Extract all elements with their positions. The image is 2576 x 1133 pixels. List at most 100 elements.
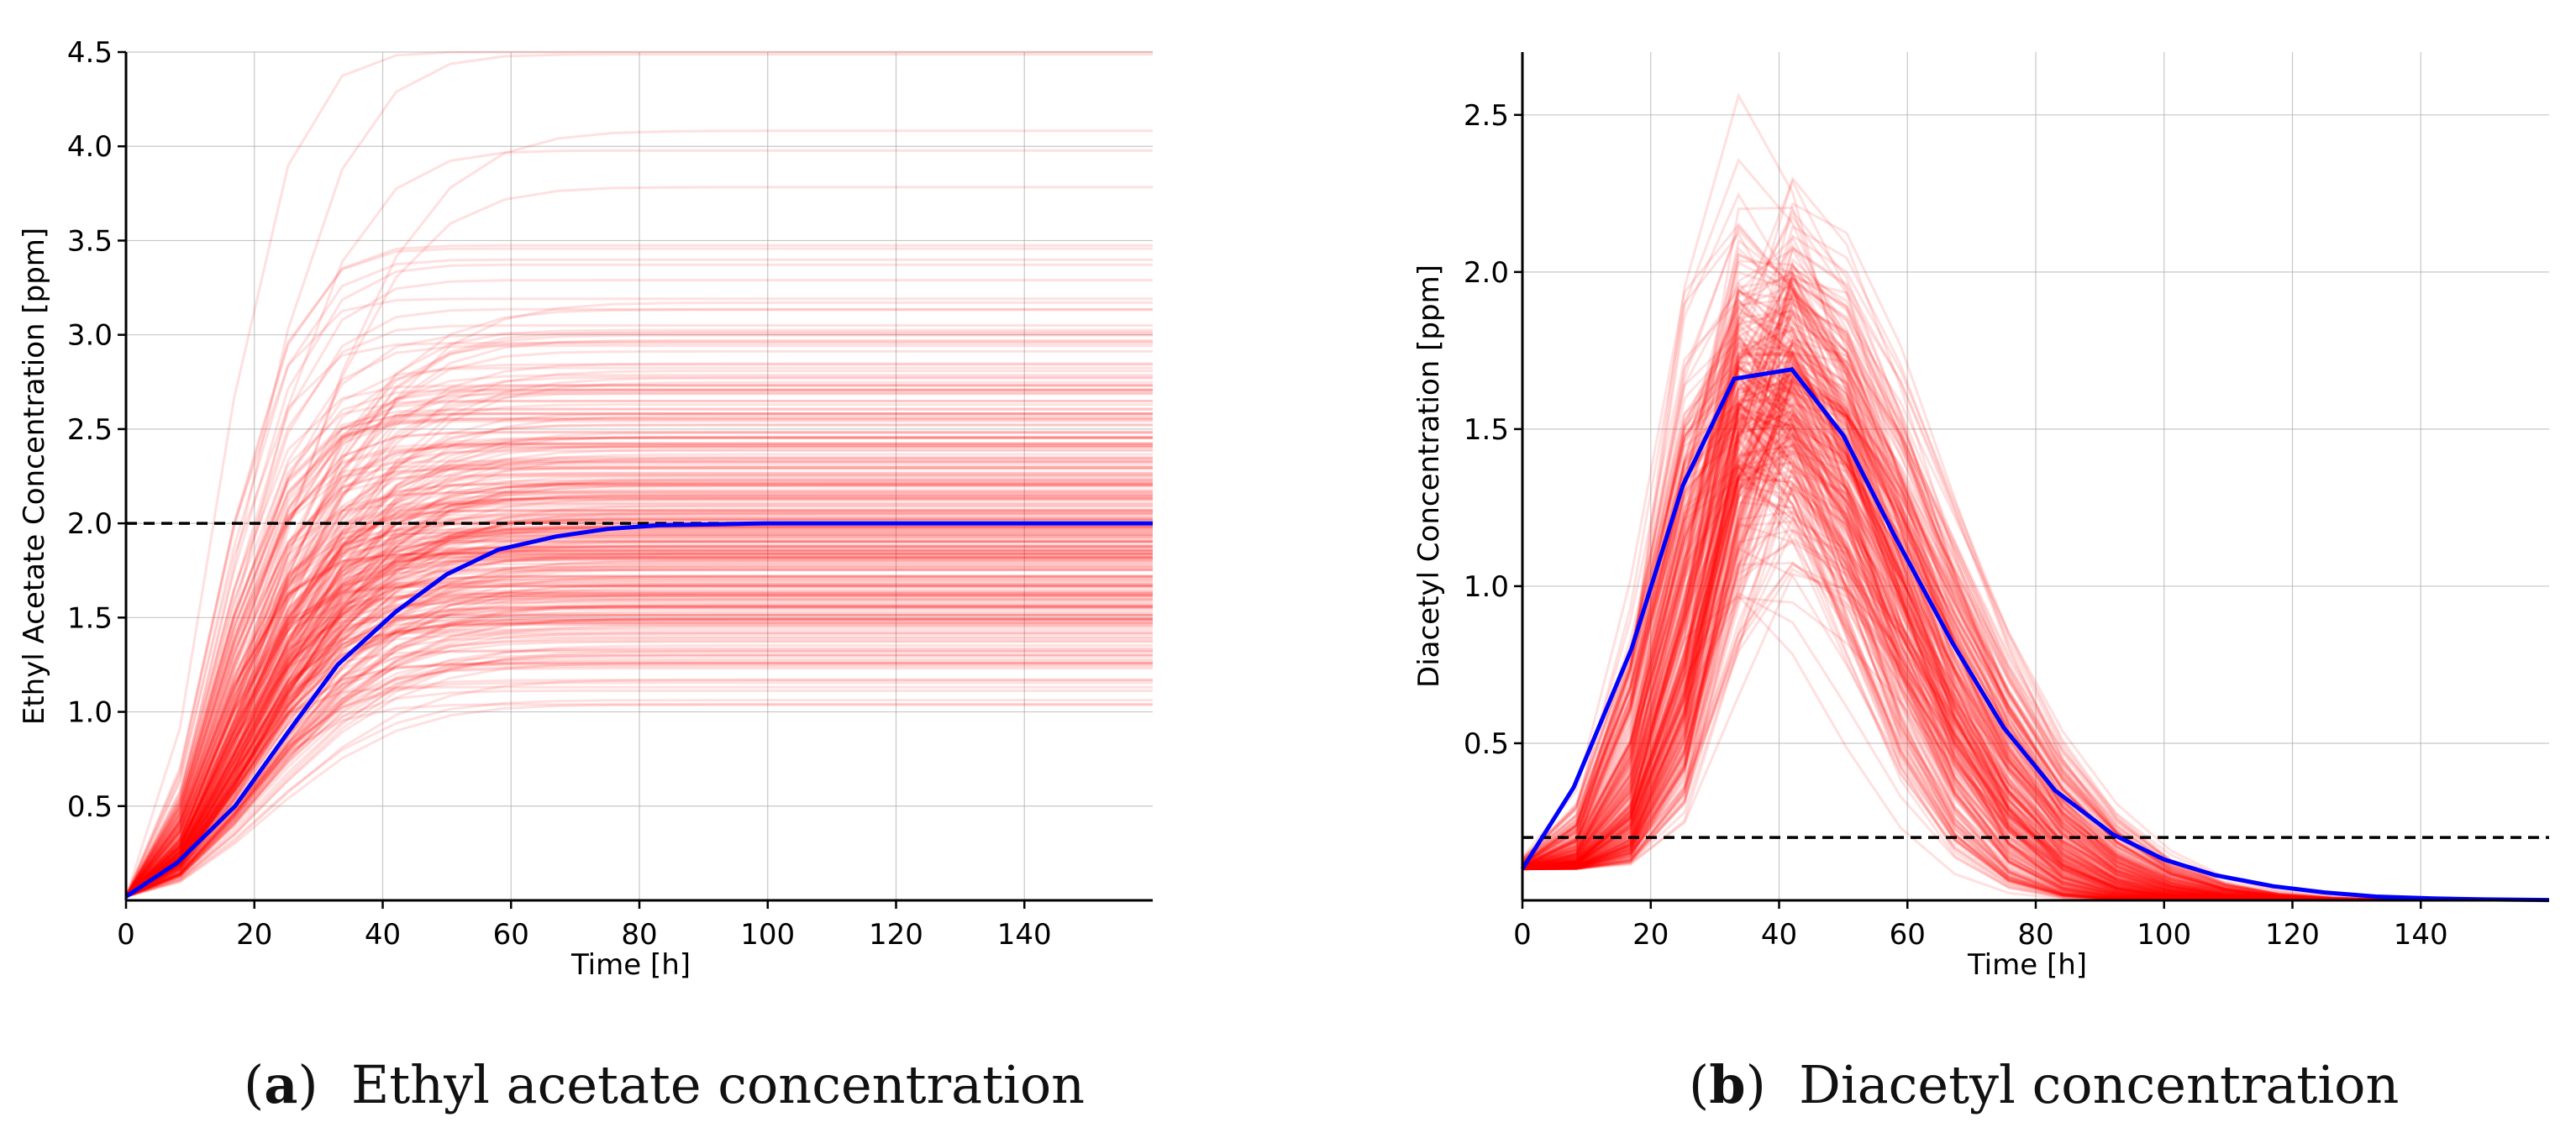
y-tick-label: 2.0 (67, 507, 113, 541)
ensemble-line (125, 477, 1153, 898)
ensemble-line (124, 601, 1153, 898)
ensemble-line (124, 324, 1153, 898)
ensemble-line (124, 279, 1153, 898)
ensemble-line (124, 496, 1153, 898)
ensemble-line (124, 445, 1153, 898)
ensemble-line (124, 403, 1153, 898)
ensemble-line (124, 548, 1153, 898)
ensemble-line (125, 338, 1153, 898)
ensemble-line (125, 370, 1153, 898)
ensemble-line (125, 512, 1153, 898)
ensemble-line (125, 536, 1153, 898)
ensemble-line (125, 569, 1153, 898)
ensemble-line (125, 545, 1153, 898)
ensemble-line (125, 644, 1153, 898)
ensemble-line (125, 594, 1153, 898)
ensemble-line (125, 412, 1153, 898)
ensemble-line (124, 466, 1153, 898)
ensemble-line (125, 594, 1153, 898)
ensemble-line (125, 565, 1153, 898)
ensemble-line (125, 663, 1153, 898)
x-tick-label: 0 (117, 918, 135, 952)
ensemble-line (125, 618, 1153, 898)
ensemble-line (125, 528, 1153, 898)
ensemble-line (125, 703, 1153, 898)
ensemble-line (124, 417, 1153, 898)
y-tick-label: 1.5 (1464, 413, 1509, 447)
ensemble-line (125, 592, 1153, 898)
ensemble-line (124, 442, 1153, 898)
ensemble-line (125, 617, 1153, 898)
ensemble-line (1522, 362, 2549, 901)
ensemble-line (125, 586, 1153, 898)
y-tick-label: 3.0 (67, 319, 113, 353)
ensemble-line (125, 617, 1153, 898)
x-tick-label: 60 (493, 918, 529, 952)
ensemble-line (125, 584, 1153, 898)
ensemble-line (124, 535, 1153, 898)
ensemble-line (125, 534, 1153, 898)
ensemble-line (125, 618, 1153, 898)
mean-line (124, 521, 1153, 899)
y-tick-label: 2.0 (1464, 256, 1509, 290)
ensemble-line (124, 508, 1153, 898)
y-tick-label: 2.5 (1464, 99, 1509, 133)
ensemble-line (125, 512, 1153, 898)
ensemble-line (125, 612, 1153, 898)
ensemble-line (124, 569, 1153, 898)
ensemble-line (124, 53, 1153, 898)
ensemble-line (124, 430, 1153, 898)
ensemble-line (125, 648, 1153, 898)
ensemble-line (125, 541, 1153, 898)
ensemble-line (125, 456, 1153, 898)
ensemble-line (125, 605, 1153, 898)
ensemble-line (125, 584, 1153, 898)
ensemble-line (125, 532, 1153, 898)
ensemble-line (124, 442, 1153, 898)
ensemble-line (124, 344, 1153, 898)
ensemble-line (124, 555, 1153, 898)
ensemble-line (125, 591, 1153, 898)
x-tick-label: 0 (1513, 918, 1532, 952)
ensemble-line (125, 662, 1153, 898)
ensemble-line (125, 689, 1153, 898)
caption-a-label: a (264, 1054, 298, 1115)
ensemble-line (124, 583, 1153, 898)
ensemble-line (125, 574, 1153, 898)
ensemble-line (125, 472, 1153, 898)
ensemble-line (125, 549, 1153, 898)
ensemble-line (124, 585, 1153, 898)
ensemble-line (125, 518, 1153, 898)
ensemble-line (125, 563, 1153, 898)
ensemble-line (125, 301, 1153, 898)
ensemble-line (124, 417, 1153, 898)
ensemble-line (125, 564, 1153, 898)
ensemble-line (125, 496, 1153, 898)
ensemble-line (125, 493, 1153, 898)
ensemble-line (124, 517, 1153, 898)
ethyl-acetate-chart: 0 20 40 60 80 100 120 140 0.5 1.0 1.5 2.0 2.5 3.0 3.5 4… (18, 36, 1153, 982)
ensemble-line (125, 633, 1153, 898)
ensemble-line (125, 653, 1153, 898)
ensemble-line (124, 595, 1153, 898)
ensemble-line (124, 247, 1153, 898)
ensemble-line (124, 502, 1153, 898)
ensemble-line (125, 444, 1153, 898)
ensemble-line (125, 495, 1153, 898)
ensemble-line (125, 632, 1153, 898)
ensemble-line (125, 546, 1153, 898)
x-tick-label: 20 (1632, 918, 1669, 952)
ensemble-line (125, 482, 1153, 898)
ensemble-line (125, 488, 1153, 898)
ensemble-line (125, 415, 1153, 898)
ensemble-line (124, 308, 1153, 898)
y-tick-label: 1.5 (67, 601, 113, 635)
ensemble-line (124, 446, 1153, 898)
ensemble-line (124, 363, 1153, 898)
ensemble-line (125, 578, 1153, 898)
ensemble-line (124, 263, 1153, 898)
ensemble-line (125, 613, 1153, 898)
ensemble-line (124, 374, 1153, 898)
ensemble-line (125, 496, 1153, 898)
ensemble-line (125, 517, 1153, 898)
